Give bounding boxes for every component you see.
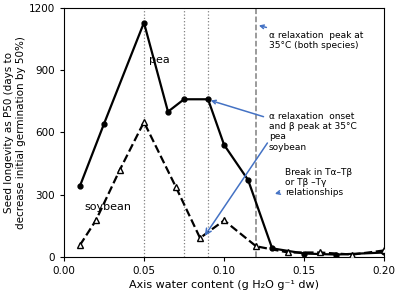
Text: pea: pea (149, 55, 170, 65)
Text: Break in Tα–Tβ
or Tβ –Tγ
relationships: Break in Tα–Tβ or Tβ –Tγ relationships (276, 168, 352, 197)
Text: α relaxation  peak at
35°C (both species): α relaxation peak at 35°C (both species) (260, 25, 363, 50)
Y-axis label: Seed longevity as P50 (days to
decrease initial germination by 50%): Seed longevity as P50 (days to decrease … (4, 36, 26, 229)
X-axis label: Axis water content (g H₂O g⁻¹ dw): Axis water content (g H₂O g⁻¹ dw) (129, 280, 319, 290)
Text: α relaxation  onset
and β peak at 35°C
pea
soybean: α relaxation onset and β peak at 35°C pe… (212, 100, 357, 152)
Text: soybean: soybean (85, 202, 132, 212)
